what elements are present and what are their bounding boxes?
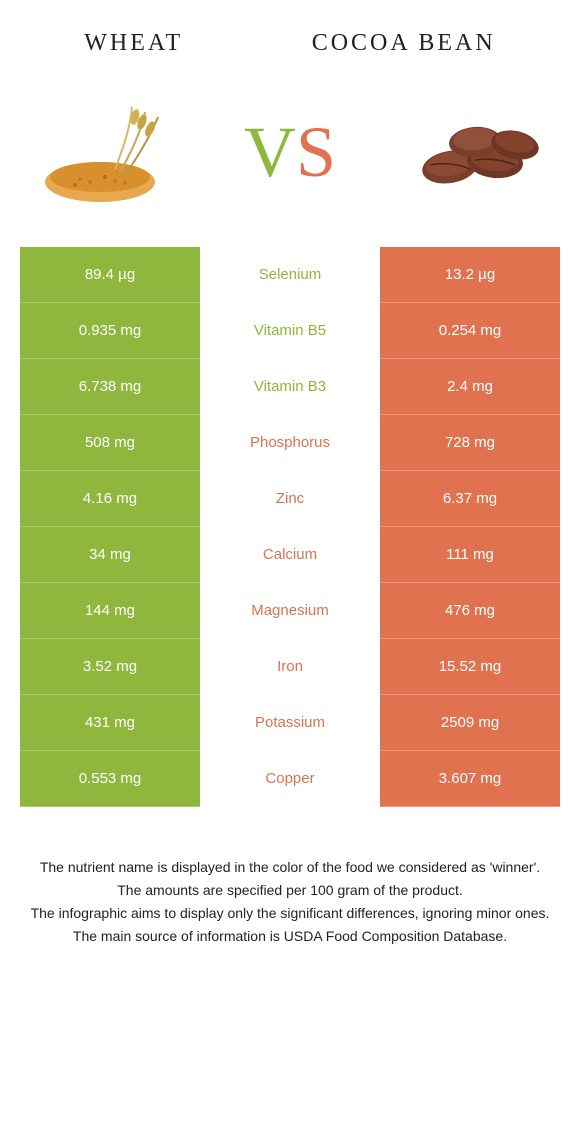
nutrient-table: 89.4 µgSelenium13.2 µg0.935 mgVitamin B5… [0,247,580,807]
nutrient-name-cell: Potassium [200,695,380,751]
right-value-cell: 2509 mg [380,695,560,751]
table-row: 4.16 mgZinc6.37 mg [20,471,560,527]
right-value-cell: 3.607 mg [380,751,560,807]
table-row: 0.935 mgVitamin B50.254 mg [20,303,560,359]
table-row: 89.4 µgSelenium13.2 µg [20,247,560,303]
header-titles: Wheat Cocoa bean [0,0,580,77]
right-value-cell: 111 mg [380,527,560,583]
nutrient-name-cell: Zinc [200,471,380,527]
footnote-line: The main source of information is USDA F… [30,926,550,947]
vs-label: VS [244,111,336,194]
table-row: 0.553 mgCopper3.607 mg [20,751,560,807]
nutrient-name-cell: Vitamin B5 [200,303,380,359]
left-food-title: Wheat [84,30,183,57]
table-row: 144 mgMagnesium476 mg [20,583,560,639]
vs-v: V [244,111,296,194]
nutrient-name-cell: Magnesium [200,583,380,639]
table-row: 6.738 mgVitamin B32.4 mg [20,359,560,415]
right-food-title: Cocoa bean [312,30,496,57]
footnote-line: The nutrient name is displayed in the co… [30,857,550,878]
left-value-cell: 3.52 mg [20,639,200,695]
wheat-image [30,97,180,207]
cocoa-bean-image [400,97,550,207]
right-value-cell: 476 mg [380,583,560,639]
table-row: 3.52 mgIron15.52 mg [20,639,560,695]
right-value-cell: 0.254 mg [380,303,560,359]
left-value-cell: 89.4 µg [20,247,200,303]
left-value-cell: 431 mg [20,695,200,751]
footnotes: The nutrient name is displayed in the co… [0,807,580,969]
right-value-cell: 728 mg [380,415,560,471]
right-value-cell: 15.52 mg [380,639,560,695]
right-value-cell: 13.2 µg [380,247,560,303]
left-value-cell: 144 mg [20,583,200,639]
right-value-cell: 2.4 mg [380,359,560,415]
nutrient-name-cell: Vitamin B3 [200,359,380,415]
nutrient-name-cell: Iron [200,639,380,695]
left-value-cell: 6.738 mg [20,359,200,415]
nutrient-name-cell: Copper [200,751,380,807]
table-row: 431 mgPotassium2509 mg [20,695,560,751]
table-row: 34 mgCalcium111 mg [20,527,560,583]
nutrient-name-cell: Selenium [200,247,380,303]
nutrient-name-cell: Phosphorus [200,415,380,471]
left-value-cell: 4.16 mg [20,471,200,527]
vs-row: VS [0,77,580,247]
vs-s: S [296,111,336,194]
footnote-line: The amounts are specified per 100 gram o… [30,880,550,901]
footnote-line: The infographic aims to display only the… [30,903,550,924]
table-row: 508 mgPhosphorus728 mg [20,415,560,471]
left-value-cell: 34 mg [20,527,200,583]
left-value-cell: 0.553 mg [20,751,200,807]
right-value-cell: 6.37 mg [380,471,560,527]
nutrient-name-cell: Calcium [200,527,380,583]
left-value-cell: 508 mg [20,415,200,471]
left-value-cell: 0.935 mg [20,303,200,359]
